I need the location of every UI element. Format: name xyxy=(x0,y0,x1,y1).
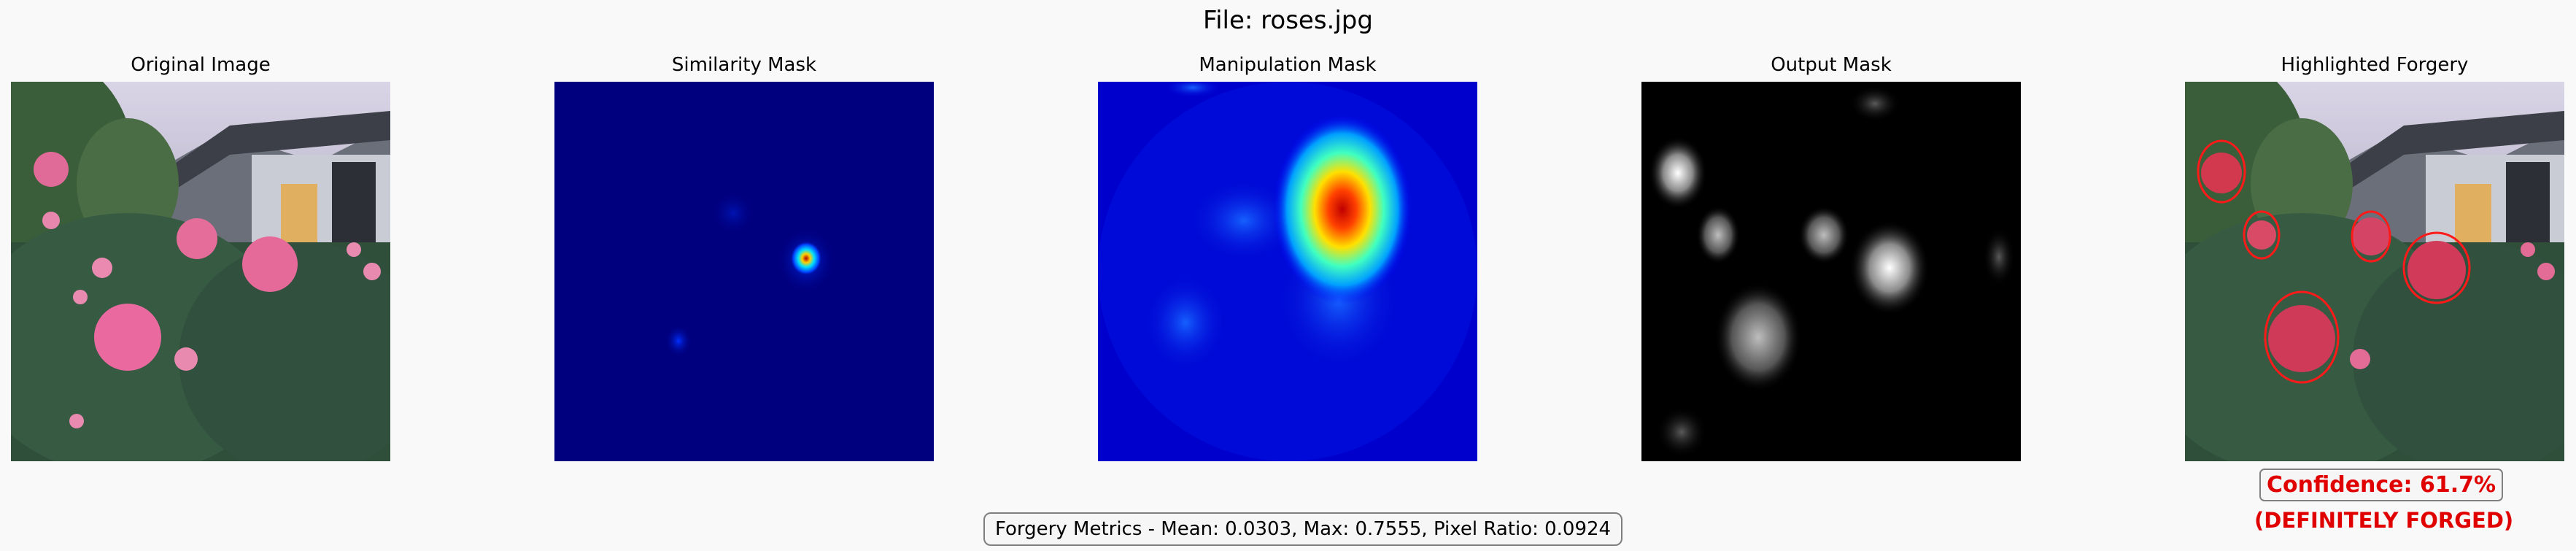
similarity-mask-panel xyxy=(554,82,934,461)
original-image xyxy=(11,82,390,461)
original-image-title: Original Image xyxy=(131,54,271,76)
manipulation-mask-title: Manipulation Mask xyxy=(1199,54,1377,76)
forgery-contour xyxy=(2243,210,2281,260)
output-mask-title: Output Mask xyxy=(1771,54,1892,76)
confidence-badge: Confidence: 61.7% xyxy=(2259,469,2504,501)
similarity-mask-image xyxy=(554,82,934,461)
highlighted-forgery-image xyxy=(2185,82,2564,461)
manipulation-mask-panel xyxy=(1098,82,1477,461)
forgery-contour xyxy=(2402,231,2471,304)
forgery-contour xyxy=(2197,139,2246,204)
figure-title: File: roses.jpg xyxy=(1203,6,1373,35)
forgery-contour xyxy=(2351,210,2391,263)
highlighted-forgery-panel xyxy=(2185,82,2564,461)
original-image-panel xyxy=(11,82,390,461)
forgery-metrics-box: Forgery Metrics - Mean: 0.0303, Max: 0.7… xyxy=(983,512,1623,546)
highlighted-forgery-title: Highlighted Forgery xyxy=(2281,54,2469,76)
similarity-mask-title: Similarity Mask xyxy=(671,54,817,76)
manipulation-mask-image xyxy=(1098,82,1477,461)
output-mask-image xyxy=(1641,82,2021,461)
forgery-contour xyxy=(2264,290,2340,384)
output-mask-panel xyxy=(1641,82,2021,461)
verdict-label: (DEFINITELY FORGED) xyxy=(2254,508,2514,533)
